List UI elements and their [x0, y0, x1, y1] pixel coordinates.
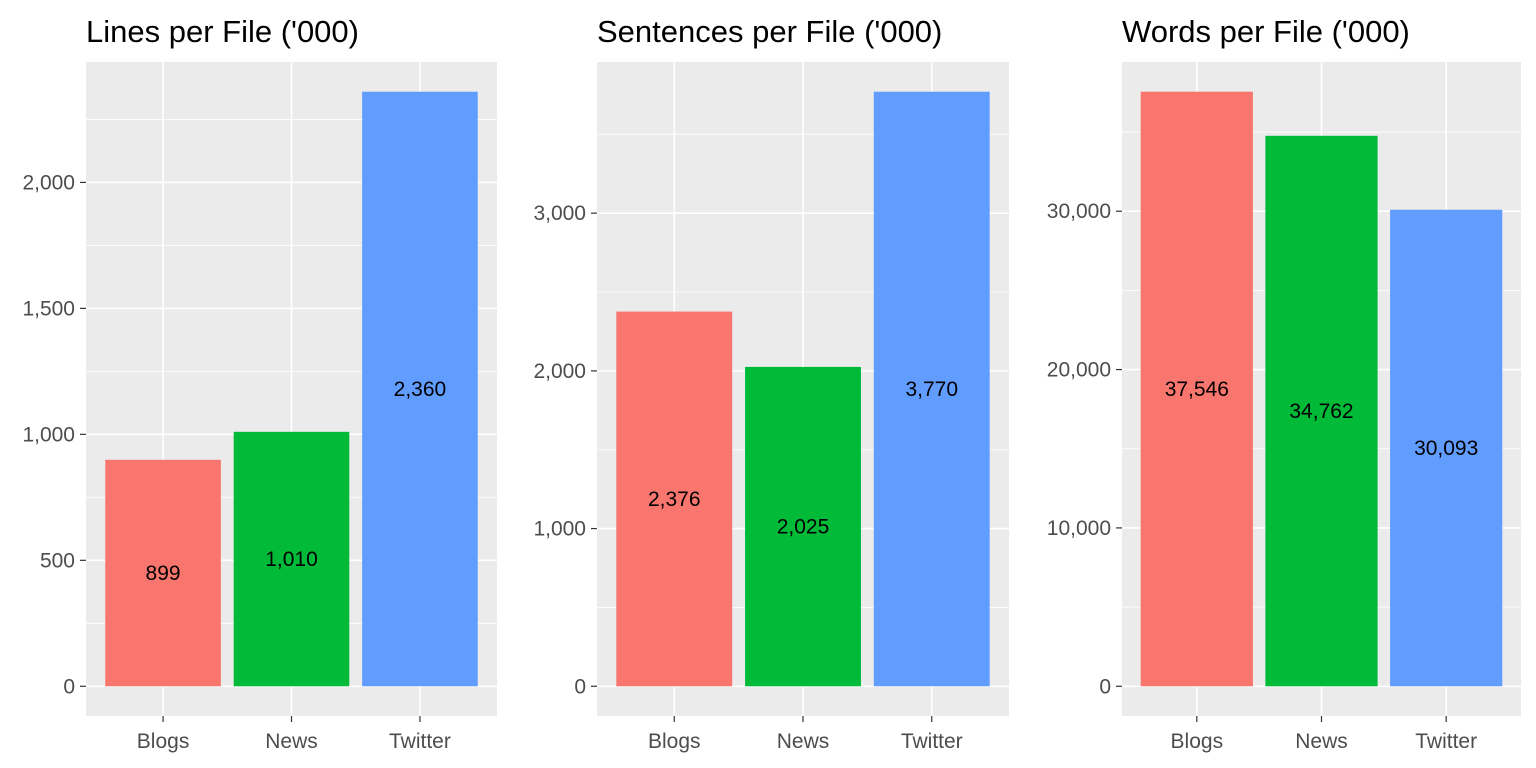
bar-value-label: 1,010 [265, 548, 318, 571]
y-tick-label: 1,000 [533, 518, 586, 541]
y-tick-label: 1,000 [22, 423, 75, 446]
x-tick-label: Twitter [901, 730, 963, 753]
panel-3: 37,546 34,762 30,093 0 10,000 20,000 30,000 Blo… [1047, 14, 1521, 753]
y-tick-label: 1,500 [22, 297, 75, 320]
y-tick-label: 0 [1099, 675, 1111, 698]
panel-1: 899 1,010 2,360 0 500 1,000 1,500 2,000 Blogs New… [22, 14, 497, 753]
bar-twitter [873, 91, 990, 687]
bar-value-label: 30,093 [1414, 437, 1478, 460]
bar-value-label: 3,770 [905, 378, 958, 401]
bar-value-label: 2,376 [648, 488, 701, 511]
bar-twitter [1390, 209, 1503, 687]
panel-2: 2,376 2,025 3,770 0 1,000 2,000 3,000 Blogs News… [533, 14, 1009, 753]
y-tick-label: 0 [63, 675, 75, 698]
x-tick-label: Twitter [1415, 730, 1477, 753]
bar-blogs [105, 459, 221, 687]
x-tick-label: Blogs [648, 730, 701, 753]
y-tick-label: 20,000 [1047, 359, 1111, 382]
y-tick-label: 10,000 [1047, 517, 1111, 540]
bar-news [1265, 135, 1378, 687]
bar-value-label: 34,762 [1289, 400, 1353, 423]
bar-news [745, 366, 861, 687]
y-tick-label: 2,000 [22, 171, 75, 194]
bar-twitter [362, 91, 478, 687]
bar-news [233, 431, 350, 687]
y-tick-label: 2,000 [533, 360, 586, 383]
x-tick-label: Twitter [389, 730, 451, 753]
bar-blogs [1140, 91, 1253, 687]
bar-value-label: 2,025 [777, 516, 830, 539]
bar-blogs [616, 311, 733, 687]
bar-value-label: 37,546 [1165, 378, 1229, 401]
bar-value-label: 899 [146, 562, 181, 585]
x-tick-label: News [777, 730, 830, 753]
y-tick-label: 30,000 [1047, 200, 1111, 223]
x-tick-label: Blogs [1171, 730, 1224, 753]
bar-value-label: 2,360 [394, 378, 447, 401]
y-tick-label: 0 [574, 675, 586, 698]
chart-title: Lines per File ('000) [86, 14, 359, 49]
y-tick-label: 500 [40, 549, 75, 572]
x-tick-label: Blogs [137, 730, 190, 753]
x-tick-label: News [265, 730, 318, 753]
chart-title: Sentences per File ('000) [597, 14, 942, 49]
y-tick-label: 3,000 [533, 202, 586, 225]
x-tick-label: News [1295, 730, 1348, 753]
chart-title: Words per File ('000) [1122, 14, 1410, 49]
